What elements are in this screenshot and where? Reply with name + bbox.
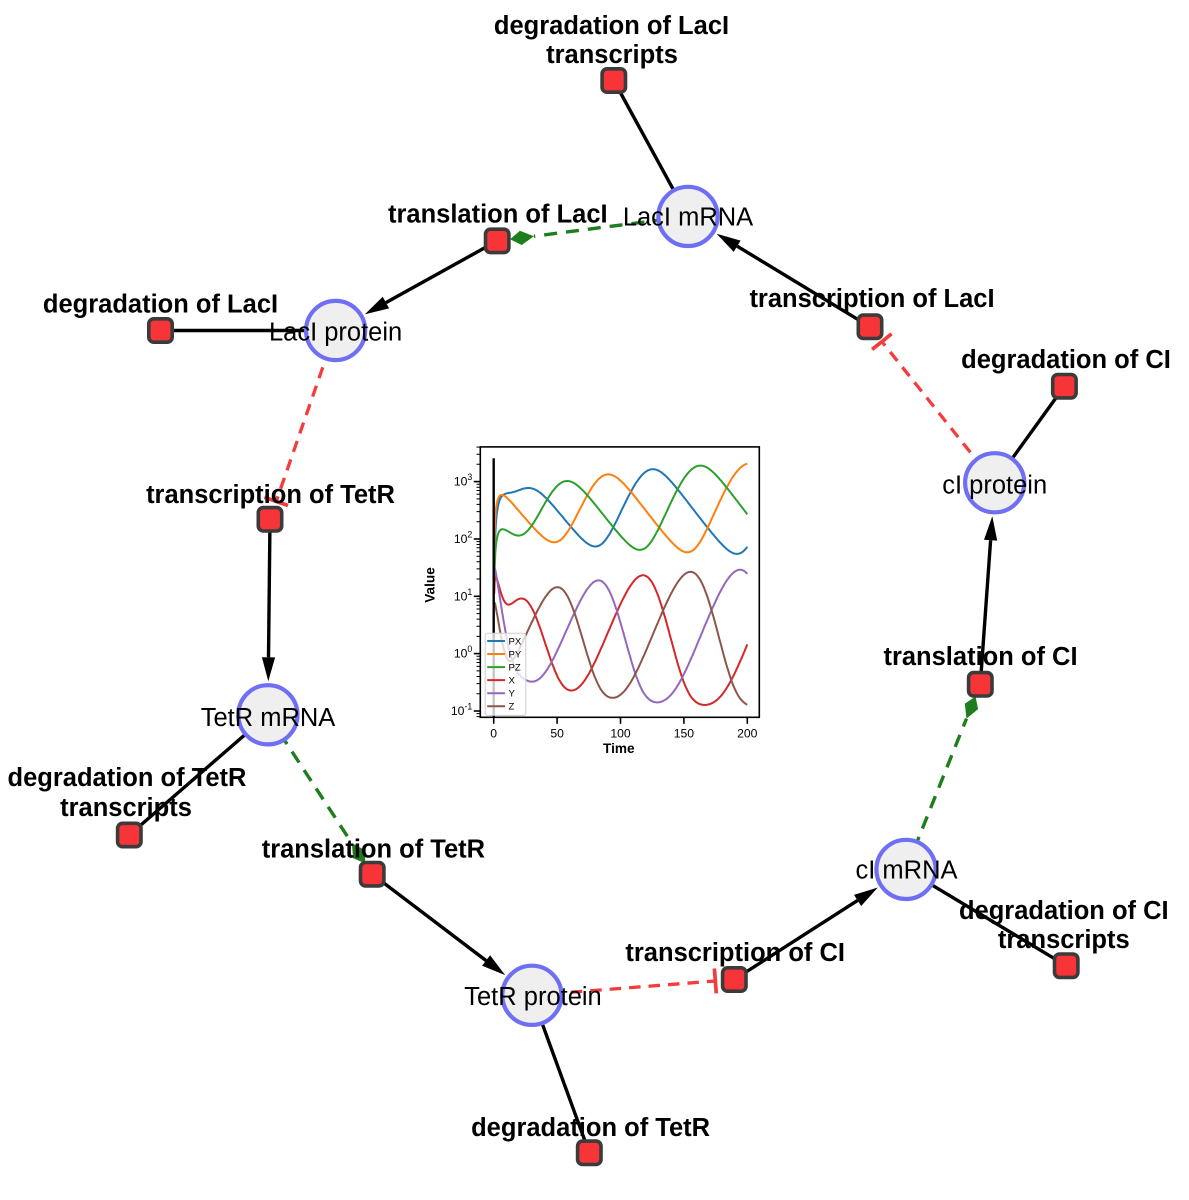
svg-text:degradation of TetR: degradation of TetR [471, 1114, 710, 1142]
svg-text:translation of LacI: translation of LacI [388, 200, 608, 228]
svg-text:transcripts: transcripts [60, 794, 192, 822]
svg-text:Value: Value [423, 567, 438, 603]
svg-text:PY: PY [509, 650, 522, 661]
svg-text:degradation of LacI: degradation of LacI [43, 290, 278, 318]
svg-text:degradation of TetR: degradation of TetR [8, 764, 247, 792]
svg-text:degradation of CI: degradation of CI [961, 346, 1171, 374]
svg-text:100: 100 [610, 726, 631, 740]
svg-text:200: 200 [737, 726, 758, 740]
svg-text:50: 50 [550, 726, 564, 740]
svg-text:LacI protein: LacI protein [269, 318, 402, 346]
svg-text:TetR protein: TetR protein [464, 983, 602, 1011]
svg-text:transcripts: transcripts [998, 926, 1130, 954]
svg-text:translation of CI: translation of CI [883, 643, 1077, 671]
svg-text:cI protein: cI protein [942, 471, 1047, 499]
svg-text:PX: PX [509, 637, 522, 648]
svg-text:Time: Time [603, 741, 635, 756]
svg-text:TetR mRNA: TetR mRNA [201, 704, 336, 732]
svg-text:transcripts: transcripts [546, 41, 678, 69]
svg-text:cI mRNA: cI mRNA [856, 857, 958, 885]
svg-text:150: 150 [674, 726, 695, 740]
svg-text:transcription of CI: transcription of CI [625, 939, 845, 967]
svg-text:PZ: PZ [509, 663, 521, 674]
svg-text:Y: Y [509, 689, 516, 700]
svg-text:translation of TetR: translation of TetR [262, 835, 485, 863]
svg-text:degradation of LacI: degradation of LacI [494, 12, 729, 40]
svg-text:X: X [509, 676, 516, 687]
svg-text:Z: Z [509, 702, 515, 713]
svg-text:LacI mRNA: LacI mRNA [623, 204, 753, 232]
svg-text:0: 0 [490, 726, 497, 740]
svg-text:transcription of TetR: transcription of TetR [146, 481, 395, 509]
svg-text:transcription of LacI: transcription of LacI [749, 285, 994, 313]
svg-text:degradation of CI: degradation of CI [959, 897, 1169, 925]
